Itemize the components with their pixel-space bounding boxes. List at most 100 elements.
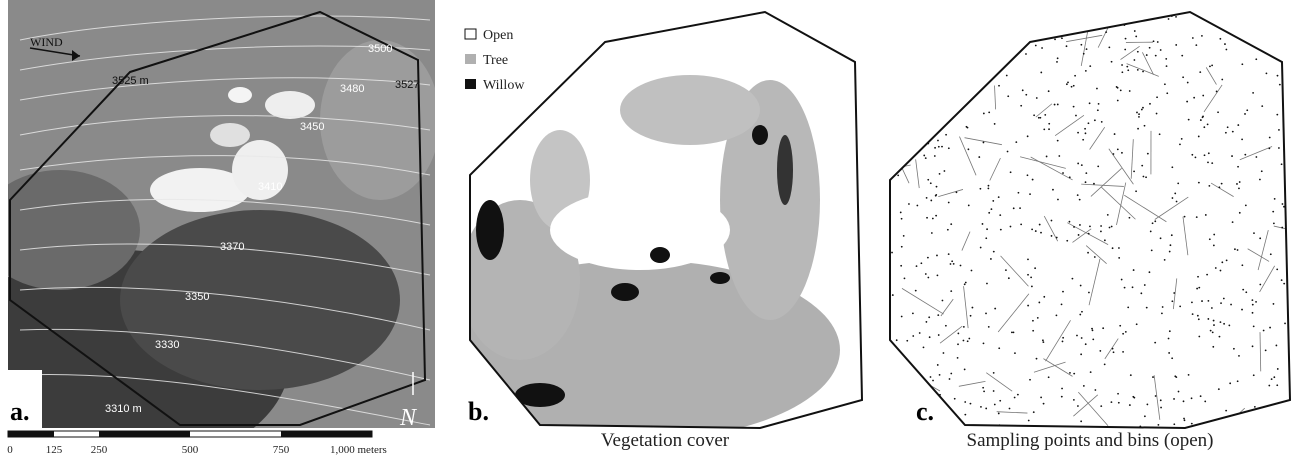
sample-point (1281, 11, 1283, 13)
bin-edge (998, 294, 1029, 332)
sample-point (1278, 44, 1280, 46)
sample-point (1029, 193, 1031, 195)
sample-point (1034, 267, 1036, 269)
sample-point (1085, 132, 1087, 134)
sample-point (950, 290, 952, 292)
sample-point (1184, 419, 1186, 421)
sample-point (1220, 302, 1222, 304)
sample-point (1274, 53, 1276, 55)
sample-point (1151, 12, 1153, 14)
sample-point (1084, 128, 1086, 130)
caption: Vegetation cover (601, 430, 730, 451)
sample-point (931, 232, 933, 234)
sample-point (1061, 37, 1063, 39)
sample-point (1268, 385, 1270, 387)
sample-point (1062, 341, 1064, 343)
sample-point (1196, 216, 1198, 218)
sample-point (1237, 249, 1239, 251)
bin-edge (1001, 256, 1029, 286)
sample-point (937, 140, 939, 142)
sample-point (920, 55, 922, 57)
sample-point (922, 70, 924, 72)
sample-point (1232, 131, 1234, 133)
sample-point (982, 387, 984, 389)
sample-point (1111, 61, 1113, 63)
sample-point (925, 273, 927, 275)
sample-point (1122, 351, 1124, 353)
sample-point (897, 152, 899, 154)
sample-point (1061, 396, 1063, 398)
sample-point (1276, 114, 1278, 116)
sample-point (1281, 163, 1283, 165)
sample-point (1229, 22, 1231, 24)
sample-point (900, 98, 902, 100)
sample-point (966, 126, 968, 128)
sample-point (1033, 411, 1035, 413)
sample-point (983, 390, 985, 392)
sample-point (1259, 179, 1261, 181)
sample-point (954, 398, 956, 400)
sample-point (1171, 166, 1173, 168)
sample-point (1120, 90, 1122, 92)
sample-point (960, 265, 962, 267)
sample-point (1195, 44, 1197, 46)
sample-point (1014, 397, 1016, 399)
sample-point (913, 379, 915, 381)
sample-point (1056, 237, 1058, 239)
sample-point (1160, 49, 1162, 51)
bin-edge (938, 189, 963, 196)
sample-point (983, 342, 985, 344)
sample-point (1202, 95, 1204, 97)
sample-point (1230, 304, 1232, 306)
sample-point (937, 314, 939, 316)
sample-point (940, 14, 942, 16)
sample-point (1198, 136, 1200, 138)
sample-point (948, 253, 950, 255)
sample-point (962, 81, 964, 83)
bin-edge (902, 288, 944, 314)
sample-point (1168, 352, 1170, 354)
sample-point (900, 212, 902, 214)
scale-label: 500 (182, 444, 199, 456)
sample-point (1191, 154, 1193, 156)
bin-edge (1124, 195, 1166, 221)
sample-point (1177, 182, 1179, 184)
sample-point (989, 72, 991, 74)
sample-point (1183, 418, 1185, 420)
sample-point (1161, 312, 1163, 314)
sample-point (981, 12, 983, 14)
sample-point (1155, 55, 1157, 57)
sample-point (1245, 204, 1247, 206)
sample-point (1032, 320, 1034, 322)
sample-point (1042, 339, 1044, 341)
sample-point (963, 326, 965, 328)
sample-point (1195, 156, 1197, 158)
sample-point (1241, 139, 1243, 141)
sample-point (891, 252, 893, 254)
sample-point (1201, 35, 1203, 37)
sample-point (897, 139, 899, 141)
sample-point (1253, 232, 1255, 234)
sample-point (1022, 89, 1024, 91)
sample-point (1147, 153, 1149, 155)
sample-point (1027, 174, 1029, 176)
sample-point (913, 380, 915, 382)
sample-point (994, 17, 996, 19)
sample-point (1041, 47, 1043, 49)
sample-point (1188, 374, 1190, 376)
sample-point (897, 174, 899, 176)
sample-point (926, 217, 928, 219)
sample-point (1029, 379, 1031, 381)
sample-point (1238, 355, 1240, 357)
sample-point (1132, 286, 1134, 288)
sample-point (1027, 274, 1029, 276)
sample-point (1193, 97, 1195, 99)
sample-point (983, 142, 985, 144)
sample-point (1197, 315, 1199, 317)
sample-point (964, 401, 966, 403)
sample-point (1117, 100, 1119, 102)
sample-point (993, 251, 995, 253)
sample-point (1137, 51, 1139, 53)
sample-point (945, 325, 947, 327)
sample-point (1118, 402, 1120, 404)
